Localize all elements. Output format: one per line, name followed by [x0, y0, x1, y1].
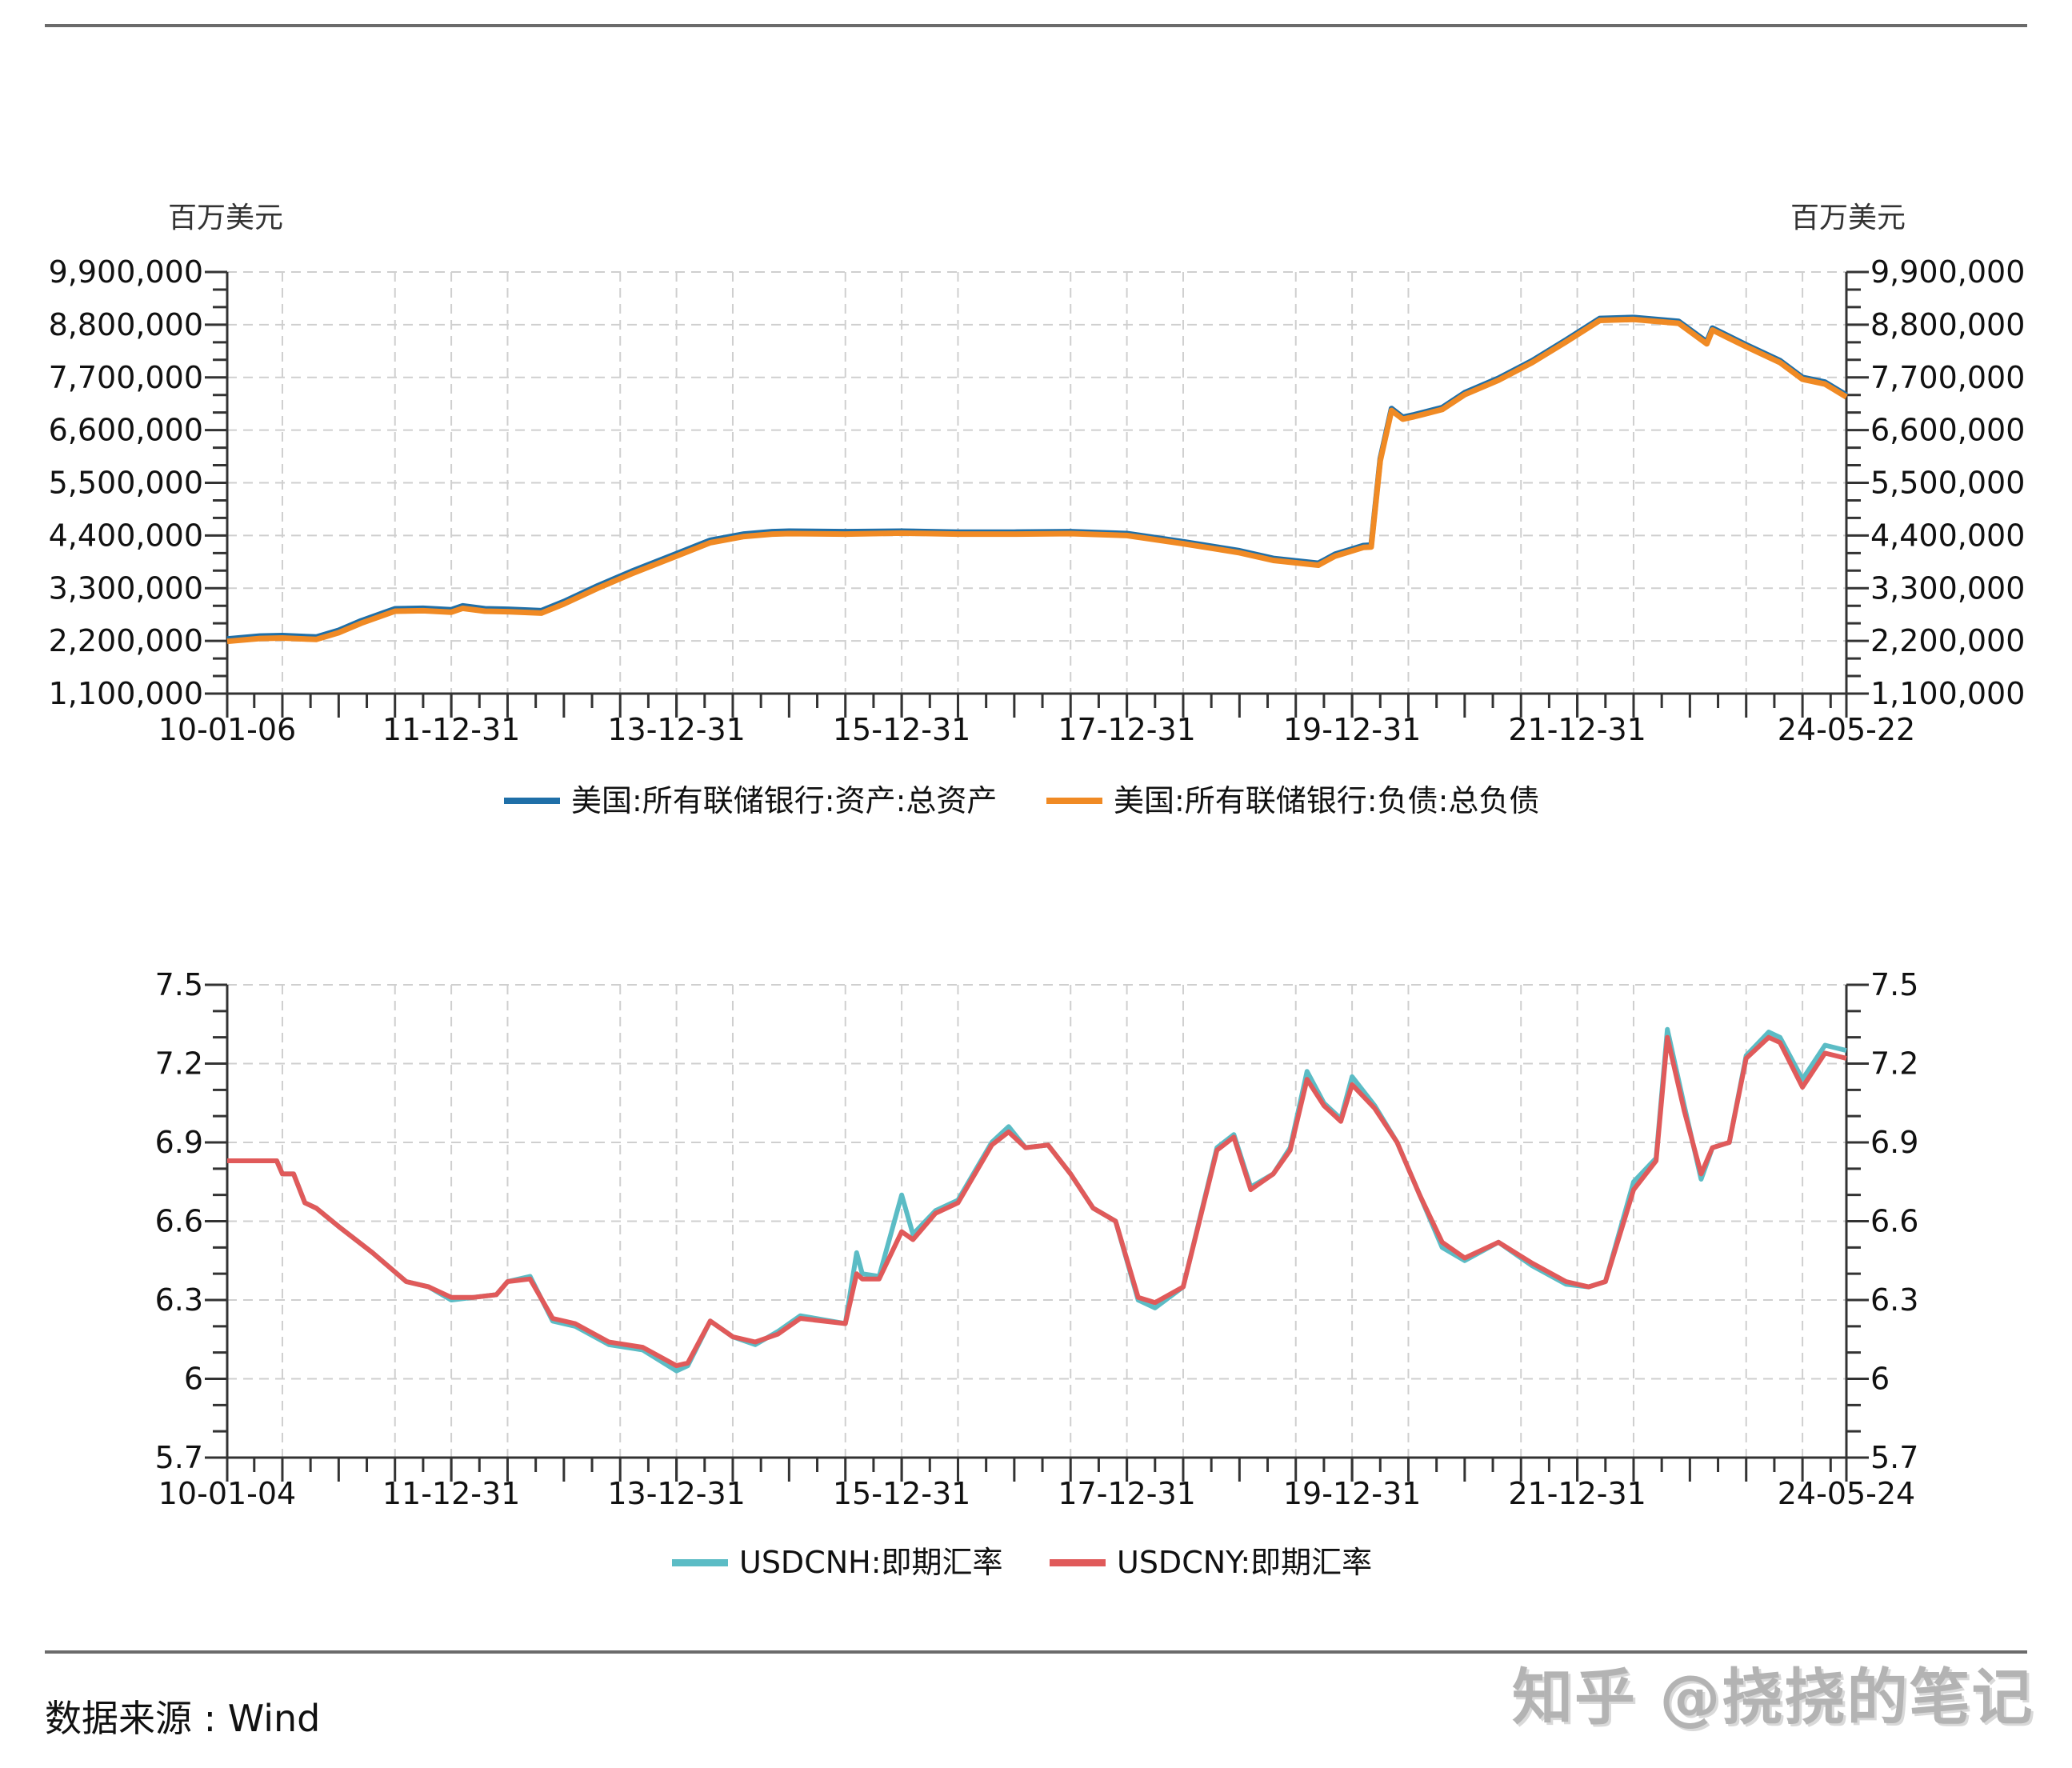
- series-line: [226, 314, 1848, 642]
- x-tick-label: 21-12-31: [1508, 712, 1646, 747]
- grid-lines: [227, 271, 1846, 694]
- x-tick-label: 19-12-31: [1283, 1476, 1421, 1511]
- x-tick-label: 17-12-31: [1058, 712, 1195, 747]
- y-tick-label-left: 6,600,000: [49, 413, 203, 448]
- data-source-note: 数据来源 : Wind: [45, 1697, 321, 1740]
- y-tick-label-left: 3,300,000: [49, 570, 203, 606]
- legend-item-total-liabilities[interactable]: 美国:所有联储银行:负债:总负债: [1046, 783, 1539, 818]
- y-tick-label-right: 6,600,000: [1870, 413, 2025, 448]
- usd-cny-fx-chart: 7.5 7.57.2 7.26.9 6.96.6 6.66.3 6.36 65.7 5.710…: [155, 967, 1919, 1580]
- y-tick-label-left: 9,900,000: [49, 254, 203, 290]
- x-tick-label: 17-12-31: [1058, 1476, 1195, 1511]
- series-line: [226, 316, 1848, 645]
- series-line: [227, 1034, 1847, 1369]
- x-tick-label: 21-12-31: [1508, 1476, 1646, 1511]
- y-tick-label-right: 6.3: [1870, 1282, 1918, 1318]
- watermark: 知乎 @挠挠的笔记: [1512, 1662, 2034, 1733]
- y-tick-label-right: 6: [1870, 1362, 1890, 1397]
- y-tick-label-right: 7.2: [1870, 1046, 1918, 1082]
- y-tick-label-right: 3,300,000: [1870, 570, 2025, 606]
- y-tick-label-left: 2,200,000: [49, 623, 203, 658]
- x-tick-label: 15-12-31: [833, 1476, 970, 1511]
- y-tick-label-left: 6.3: [155, 1282, 203, 1318]
- legend-item-usdcnh[interactable]: USDCNH:即期汇率: [672, 1545, 1003, 1580]
- y-tick-label-left: 6.9: [155, 1125, 203, 1160]
- legend-swatch-blue: [504, 798, 560, 804]
- y-tick-label-left: 1,100,000: [49, 676, 203, 711]
- x-tick-label: 10-01-06: [158, 712, 296, 747]
- series-lines: [226, 314, 1848, 645]
- y-tick-label-right: 6.6: [1870, 1204, 1918, 1239]
- legend-item-usdcny[interactable]: USDCNY:即期汇率: [1050, 1545, 1372, 1580]
- bottom-rule: [45, 1650, 2027, 1654]
- series-lines: [227, 1026, 1847, 1374]
- axes: 9,900,000 9,900,000 8,800,000 8,800,000 7,70…: [49, 254, 2026, 747]
- right-unit-label: 百万美元: [1790, 202, 1906, 234]
- x-tick-label: 13-12-31: [607, 1476, 745, 1511]
- y-tick-label-left: 7,700,000: [49, 360, 203, 395]
- y-tick-label-left: 6: [184, 1362, 203, 1397]
- legend-item-total-assets[interactable]: 美国:所有联储银行:资产:总资产: [504, 783, 997, 818]
- fed-balance-sheet-chart: 9,900,000 9,900,000 8,800,000 8,800,000 7,70…: [49, 202, 2026, 818]
- x-tick-label: 11-12-31: [382, 712, 520, 747]
- axes: 7.5 7.57.2 7.26.9 6.96.6 6.66.3 6.36 65.7 5.710…: [155, 967, 1919, 1511]
- legend: USDCNH:即期汇率 USDCNY:即期汇率: [672, 1545, 1372, 1580]
- x-tick-label: 11-12-31: [382, 1476, 520, 1511]
- y-tick-label-right: 5,500,000: [1870, 466, 2025, 501]
- legend-label: USDCNH:即期汇率: [739, 1545, 1003, 1580]
- y-tick-label-right: 5.7: [1870, 1440, 1918, 1475]
- y-tick-label-right: 7,700,000: [1870, 360, 2025, 395]
- x-tick-label: 24-05-22: [1778, 712, 1915, 747]
- legend-swatch-orange: [1046, 798, 1102, 804]
- y-tick-label-right: 9,900,000: [1870, 254, 2025, 290]
- y-tick-label-left: 8,800,000: [49, 307, 203, 342]
- x-tick-label: 24-05-24: [1778, 1476, 1915, 1511]
- x-tick-label: 13-12-31: [607, 712, 745, 747]
- y-tick-label-right: 2,200,000: [1870, 623, 2025, 658]
- y-tick-label-right: 7.5: [1870, 967, 1918, 1002]
- legend: 美国:所有联储银行:资产:总资产 美国:所有联储银行:负债:总负债: [504, 783, 1539, 818]
- top-rule: [45, 24, 2027, 27]
- legend-swatch-red: [1050, 1559, 1106, 1566]
- legend-label: USDCNY:即期汇率: [1117, 1545, 1372, 1580]
- x-tick-label: 19-12-31: [1283, 712, 1421, 747]
- y-tick-label-right: 4,400,000: [1870, 518, 2025, 553]
- y-tick-label-left: 4,400,000: [49, 518, 203, 553]
- series-line: [227, 1026, 1847, 1374]
- y-tick-label-right: 8,800,000: [1870, 307, 2025, 342]
- y-tick-label-right: 1,100,000: [1870, 676, 2025, 711]
- y-tick-label-right: 6.9: [1870, 1125, 1918, 1160]
- legend-label: 美国:所有联储银行:资产:总资产: [571, 783, 997, 818]
- legend-swatch-teal: [672, 1559, 728, 1566]
- grid-lines: [227, 984, 1846, 1458]
- y-tick-label-left: 7.2: [155, 1046, 203, 1082]
- y-tick-label-left: 7.5: [155, 967, 203, 1002]
- left-unit-label: 百万美元: [168, 202, 283, 234]
- x-tick-label: 15-12-31: [833, 712, 970, 747]
- legend-label: 美国:所有联储银行:负债:总负债: [1114, 783, 1539, 818]
- y-tick-label-left: 6.6: [155, 1204, 203, 1239]
- y-tick-label-left: 5,500,000: [49, 466, 203, 501]
- y-tick-label-left: 5.7: [155, 1440, 203, 1475]
- x-tick-label: 10-01-04: [158, 1476, 296, 1511]
